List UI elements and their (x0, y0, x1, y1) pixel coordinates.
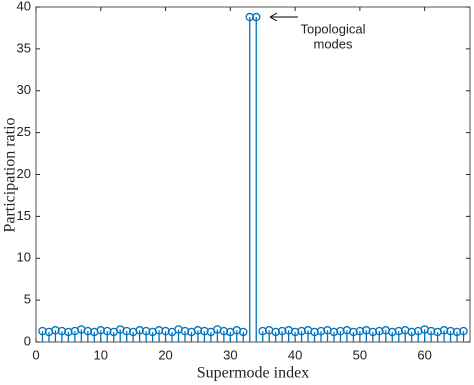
x-tick-label: 10 (94, 347, 108, 362)
stem-marker (368, 327, 378, 337)
stem-marker (329, 327, 339, 337)
stem-marker (193, 326, 203, 335)
stem-marker (316, 326, 326, 336)
annotation: modes (313, 36, 353, 51)
stem-marker (251, 12, 261, 22)
y-tick-label: 0 (24, 333, 31, 348)
y-axis-label: Participation ratio (2, 117, 19, 232)
stem-marker (446, 326, 455, 336)
stem-marker (51, 326, 60, 335)
y-tick-label: 30 (17, 82, 31, 97)
stem-marker (407, 327, 416, 337)
y-tick-label: 5 (24, 292, 31, 307)
y-tick-label: 35 (17, 40, 31, 55)
x-tick-label: 20 (158, 347, 172, 362)
stem-marker (103, 326, 112, 336)
stem-marker (141, 326, 151, 336)
stem-marker (310, 327, 319, 337)
y-tick-label: 15 (17, 208, 31, 223)
stem-marker (239, 327, 248, 337)
stem-marker (388, 327, 397, 337)
y-tick-label: 20 (17, 166, 31, 181)
stem-marker (154, 326, 164, 335)
x-tick-label: 40 (288, 347, 302, 362)
annotation-arrowhead (269, 12, 278, 22)
stem-marker (277, 326, 287, 336)
stem-marker (290, 327, 300, 337)
stem-marker (135, 326, 144, 335)
stem-marker (258, 326, 267, 336)
stem-marker (394, 326, 403, 336)
stem-marker (439, 326, 449, 335)
x-tick-label: 60 (417, 347, 431, 362)
stem-marker (96, 326, 106, 335)
x-tick-label: 50 (353, 347, 367, 362)
stem-marker (297, 326, 306, 336)
stem-marker (355, 326, 365, 336)
stem-marker (161, 326, 170, 336)
stem-marker (57, 326, 67, 336)
stem-marker (271, 327, 280, 337)
stem-marker (452, 327, 462, 337)
stem-marker (375, 326, 384, 336)
stem-marker (426, 326, 436, 336)
stem-marker (122, 326, 131, 336)
y-tick-label: 10 (17, 250, 31, 265)
x-tick-label: 30 (223, 347, 237, 362)
stem-marker (336, 326, 345, 336)
stem-marker (219, 326, 229, 336)
y-tick-label: 40 (17, 0, 31, 13)
stem-marker (38, 326, 47, 336)
stem-marker (180, 326, 190, 336)
x-axis-label: Supermode index (197, 365, 309, 382)
stem-marker (64, 327, 73, 337)
stem-marker (459, 326, 468, 336)
annotation: Topological (300, 21, 365, 36)
stem-marker (349, 327, 358, 337)
y-tick-label: 25 (17, 124, 31, 139)
axes-box (35, 6, 471, 343)
stem-marker (245, 12, 255, 22)
stem-marker (200, 326, 209, 336)
x-tick-label: 0 (32, 347, 39, 362)
stem-marker (83, 326, 93, 336)
